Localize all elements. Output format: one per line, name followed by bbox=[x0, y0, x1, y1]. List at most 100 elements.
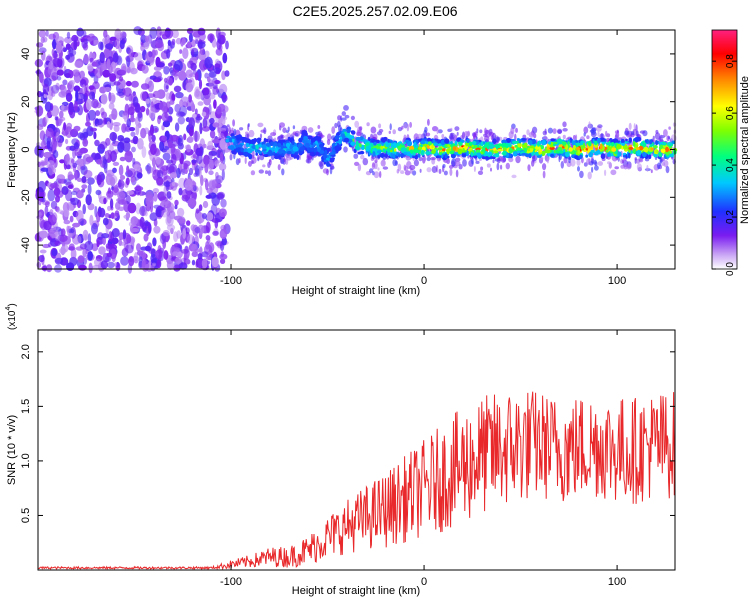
signal-point bbox=[484, 150, 488, 156]
signal-point bbox=[616, 143, 622, 150]
noise-speckle bbox=[82, 247, 87, 258]
noise-speckle bbox=[114, 262, 118, 267]
noise-speckle bbox=[64, 154, 70, 166]
signal-point bbox=[621, 142, 625, 146]
noise-speckle bbox=[134, 252, 138, 262]
noise-speckle bbox=[110, 212, 115, 220]
noise-speckle bbox=[54, 257, 64, 265]
noise-speckle bbox=[186, 220, 191, 226]
noise-speckle bbox=[151, 134, 156, 142]
noise-speckle bbox=[60, 228, 66, 237]
signal-point bbox=[418, 146, 422, 150]
noise-speckle bbox=[42, 83, 50, 95]
noise-speckle bbox=[103, 48, 110, 59]
signal-point bbox=[469, 141, 473, 146]
signal-point bbox=[622, 154, 626, 158]
noise-speckle bbox=[39, 130, 46, 141]
noise-speckle bbox=[145, 98, 150, 104]
signal-point bbox=[339, 130, 342, 134]
signal-halo bbox=[307, 155, 313, 160]
signal-point bbox=[624, 140, 629, 144]
noise-speckle bbox=[201, 213, 207, 219]
signal-point bbox=[642, 151, 647, 158]
signal-point bbox=[655, 140, 659, 146]
noise-speckle bbox=[155, 39, 164, 49]
signal-point bbox=[605, 142, 612, 146]
noise-speckle bbox=[179, 49, 183, 54]
noise-speckle bbox=[123, 214, 130, 219]
noise-speckle bbox=[65, 164, 71, 170]
signal-point bbox=[400, 147, 407, 151]
noise-speckle bbox=[85, 156, 94, 163]
colorbar-tick-label: 0.2 bbox=[725, 210, 736, 224]
noise-speckle bbox=[65, 126, 73, 138]
signal-point bbox=[243, 148, 249, 153]
noise-speckle bbox=[204, 178, 209, 191]
signal-halo bbox=[562, 134, 566, 140]
noise-speckle bbox=[170, 144, 176, 154]
noise-speckle bbox=[135, 124, 140, 136]
noise-speckle bbox=[82, 204, 86, 215]
signal-band bbox=[224, 105, 678, 180]
noise-speckle bbox=[94, 139, 100, 147]
signal-halo bbox=[315, 131, 321, 136]
signal-point bbox=[274, 155, 280, 160]
noise-speckle bbox=[112, 122, 121, 127]
signal-halo bbox=[522, 134, 527, 139]
noise-speckle bbox=[171, 38, 176, 46]
snr-x-ticks: -100 0 100 bbox=[220, 330, 626, 588]
noise-speckle bbox=[202, 200, 209, 209]
signal-halo bbox=[515, 155, 521, 164]
noise-speckle bbox=[106, 58, 111, 70]
noise-speckle bbox=[90, 98, 99, 109]
signal-halo bbox=[382, 166, 389, 170]
signal-point bbox=[325, 157, 330, 161]
noise-speckle bbox=[83, 53, 89, 65]
noise-speckle bbox=[166, 214, 172, 224]
noise-speckle bbox=[113, 185, 119, 194]
signal-halo bbox=[397, 127, 403, 132]
noise-speckle bbox=[117, 179, 125, 190]
noise-speckle bbox=[205, 241, 210, 250]
signal-halo bbox=[451, 160, 456, 167]
y-tick-label: -20 bbox=[20, 189, 32, 205]
noise-speckle bbox=[163, 181, 172, 188]
noise-speckle bbox=[60, 84, 67, 97]
signal-point bbox=[545, 149, 551, 154]
noise-speckle bbox=[203, 87, 211, 100]
y-tick-label: 2.0 bbox=[20, 344, 32, 359]
signal-point bbox=[565, 144, 569, 151]
signal-point bbox=[540, 145, 545, 150]
signal-point bbox=[636, 149, 642, 156]
noise-speckle bbox=[159, 233, 166, 245]
signal-point bbox=[450, 141, 453, 145]
signal-point bbox=[403, 151, 408, 155]
signal-halo bbox=[511, 174, 517, 179]
signal-point bbox=[231, 150, 237, 154]
signal-point bbox=[553, 143, 556, 147]
signal-point bbox=[392, 153, 396, 159]
noise-speckle bbox=[204, 72, 209, 79]
noise-speckle bbox=[196, 113, 201, 119]
noise-speckle bbox=[188, 167, 194, 176]
x-tick-label: 100 bbox=[608, 576, 626, 588]
noise-speckle bbox=[77, 255, 85, 264]
signal-point bbox=[282, 139, 286, 143]
signal-point bbox=[588, 151, 593, 158]
signal-point bbox=[313, 148, 318, 153]
noise-speckle bbox=[147, 80, 154, 93]
signal-point bbox=[268, 149, 272, 156]
signal-point bbox=[470, 151, 474, 157]
signal-point bbox=[293, 146, 299, 152]
signal-point bbox=[417, 152, 421, 158]
noise-speckle bbox=[56, 174, 66, 182]
noise-speckle bbox=[54, 240, 61, 247]
signal-point bbox=[592, 139, 595, 143]
noise-speckle bbox=[40, 161, 48, 166]
noise-speckle bbox=[119, 156, 126, 162]
noise-speckle bbox=[209, 130, 216, 139]
signal-halo bbox=[392, 129, 397, 135]
signal-point bbox=[671, 140, 676, 145]
signal-halo bbox=[542, 130, 547, 136]
signal-point bbox=[368, 144, 372, 151]
